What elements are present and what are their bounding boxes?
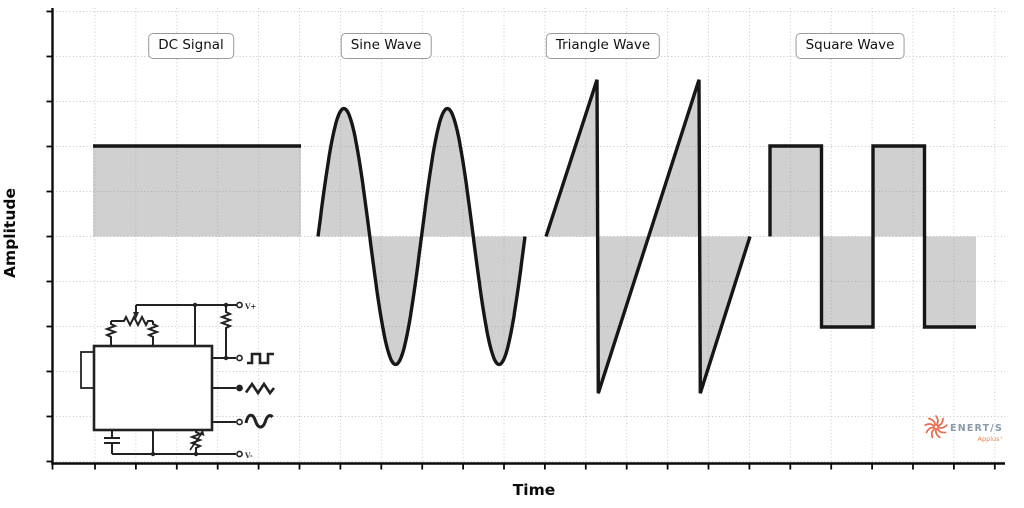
axes <box>46 8 1005 470</box>
ic-body <box>92 344 214 432</box>
terminal-label-vplus: V+ <box>244 302 256 311</box>
resistor-icon <box>104 321 118 346</box>
junction-dot <box>192 302 198 308</box>
wire <box>136 304 240 346</box>
terminal-circle <box>236 354 243 362</box>
resistor-icon <box>146 321 160 346</box>
brand-subname: Applus⁺ <box>978 435 1003 443</box>
brand-logo: ENERT/S Applus⁺ <box>924 415 1003 443</box>
ic-left-notch <box>80 351 95 389</box>
resistor-icon <box>219 305 233 358</box>
waveform-line-sine-wave <box>316 106 527 367</box>
signal-label-sine-wave: Sine Wave <box>340 33 432 59</box>
brand-name: ENERT/S <box>950 423 1003 434</box>
pinwheel-icon <box>924 415 948 439</box>
variable-resistor-icon <box>189 430 203 454</box>
waveforms <box>93 79 976 394</box>
signal-label-dc-signal: DC Signal <box>148 33 234 59</box>
terminal-label-vminus: V- <box>244 451 253 460</box>
waveform-line-square-wave <box>768 144 976 329</box>
arrow-head-icon <box>133 312 139 319</box>
terminal-circle <box>236 301 243 309</box>
square-wave-glyph-icon <box>247 352 274 365</box>
triangle-wave-glyph-icon <box>244 381 276 396</box>
wire <box>212 357 236 423</box>
terminal-circle <box>236 450 243 458</box>
variable-resistor-arrow <box>189 432 203 451</box>
junction-dot <box>223 355 229 361</box>
x-axis-label: Time <box>513 481 556 499</box>
potentiometer-icon <box>111 314 153 328</box>
waveform-fill-dc-signal <box>93 146 301 237</box>
arrow-head-icon <box>199 430 205 436</box>
terminal-circle <box>236 418 243 426</box>
signal-label-triangle-wave: Triangle Wave <box>545 33 661 59</box>
terminal-circle <box>236 384 243 392</box>
waveform-line-triangle-wave <box>544 79 752 394</box>
sine-wave-glyph-icon <box>244 413 274 429</box>
signal-label-square-wave: Square Wave <box>795 33 905 59</box>
capacitor-icon <box>104 430 120 454</box>
y-axis-label: Amplitude <box>1 188 19 278</box>
circuit-inset: V+ V- <box>80 301 276 460</box>
